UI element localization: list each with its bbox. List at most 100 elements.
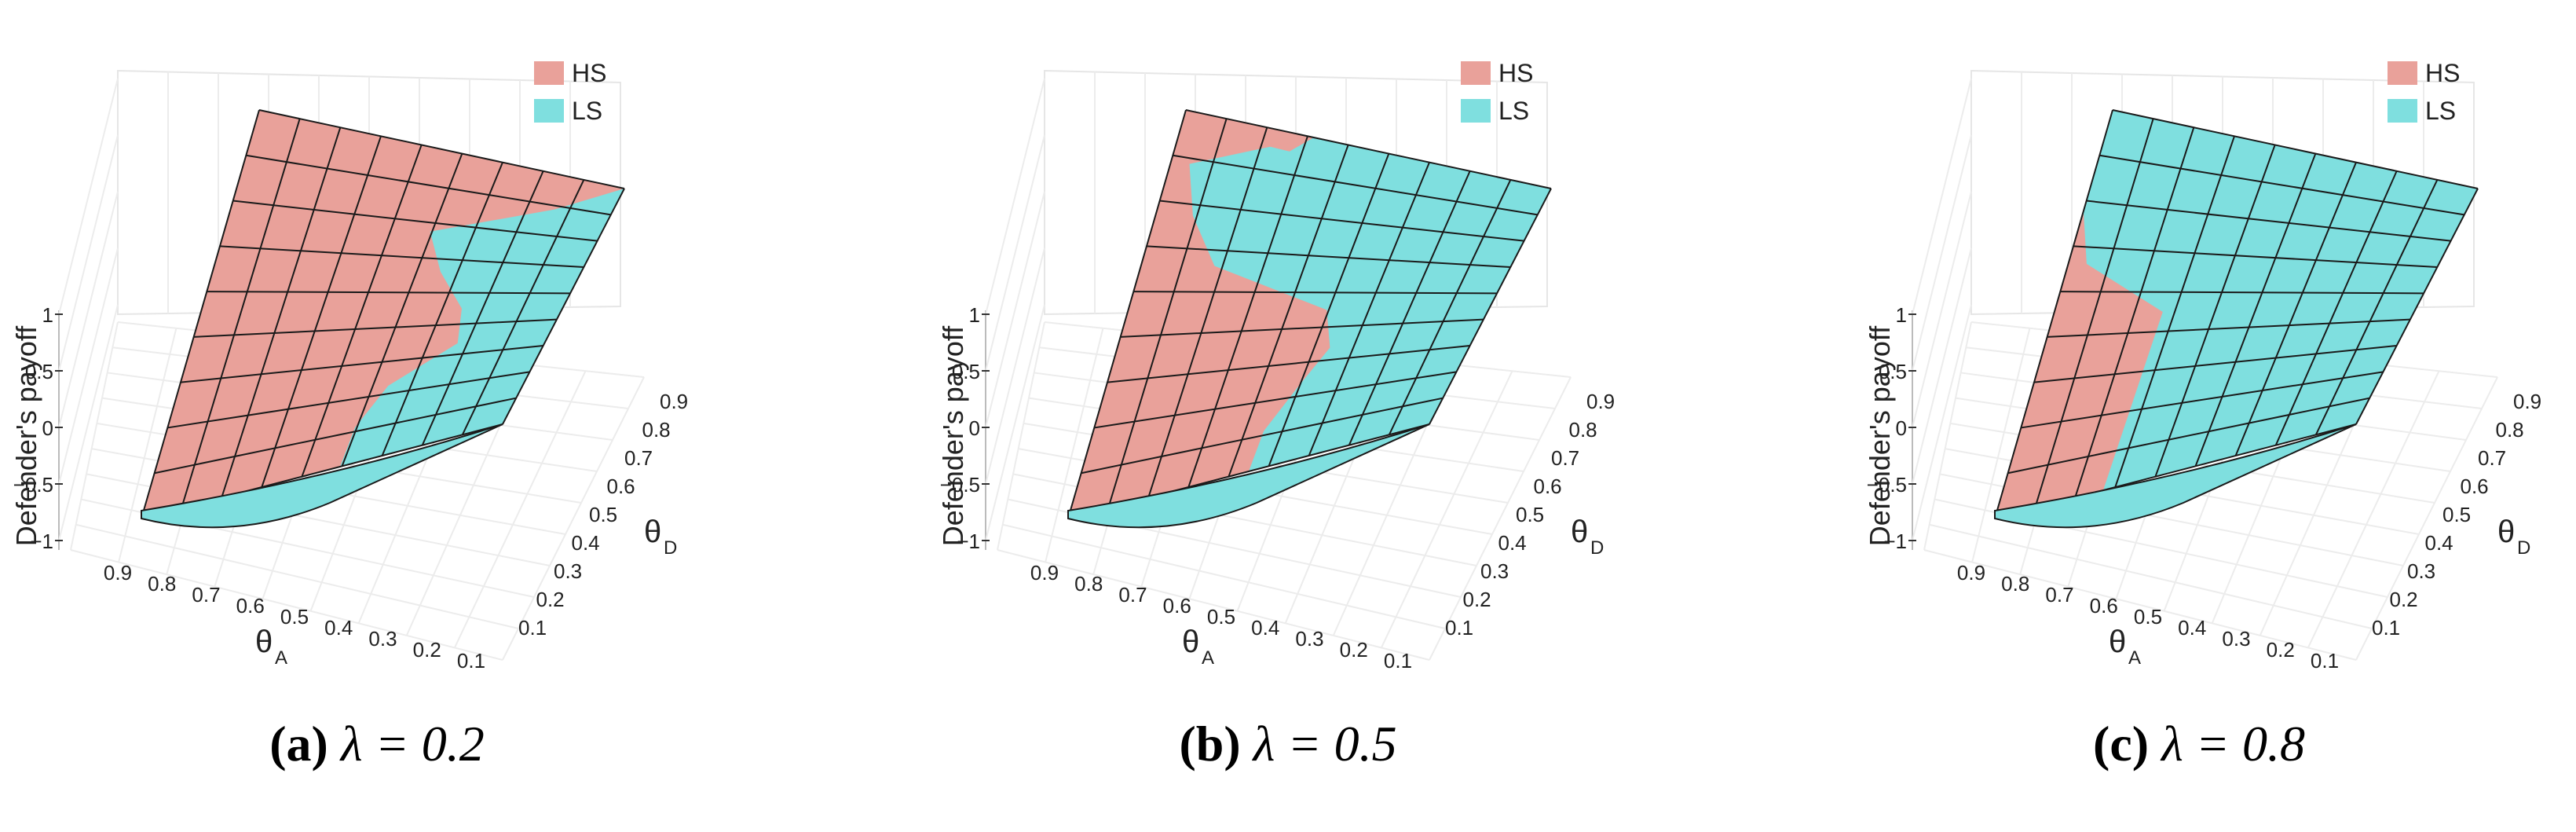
theta-a-tick-label: 0.8	[1074, 572, 1103, 596]
z-tick-label: 1	[1896, 303, 1907, 327]
theta-a-tick-label: 0.3	[1295, 627, 1323, 651]
theta-d-tick-label: 0.4	[1498, 531, 1527, 555]
theta-a-tick-label: 0.8	[2001, 572, 2029, 596]
theta-d-tick-label: 0.1	[1445, 616, 1473, 640]
hs-region	[1995, 110, 2163, 519]
mesh-line	[1994, 109, 2113, 519]
mesh-line	[341, 153, 463, 467]
theta-d-tick-label: 0.6	[2461, 475, 2489, 498]
mesh-line	[2274, 170, 2398, 446]
legend-label-hs: HS	[2425, 59, 2460, 87]
theta-d-tick-label: 0.1	[518, 616, 547, 640]
theta-d-tick-label: 0.5	[589, 503, 617, 526]
z-tick-label: 1	[969, 303, 980, 327]
hs-region	[141, 110, 624, 519]
theta-d-tick-label: 0.6	[607, 475, 635, 498]
mesh-line	[2086, 200, 2451, 242]
theta-a-tick-label: 0.4	[2178, 616, 2206, 640]
theta-a-tick-label: 0.9	[1957, 561, 1985, 585]
mesh-line	[1185, 109, 1552, 189]
mesh-line	[1067, 109, 1187, 519]
mesh-line	[141, 109, 260, 519]
z-axis-label: Defender's payoff	[937, 325, 969, 546]
mesh-line	[461, 179, 585, 435]
theta-d-tick-label: 0.7	[2478, 446, 2506, 470]
mesh-line	[2234, 162, 2357, 456]
mesh-line	[246, 154, 611, 216]
caption-b-expr: λ = 0.5	[1253, 716, 1397, 772]
z-tick-label: 0	[42, 416, 53, 440]
z-tick-label: −0.5	[13, 473, 53, 497]
theta-a-tick-label: 0.6	[236, 594, 265, 618]
theta-a-tick-label: 0.1	[1384, 649, 1412, 673]
front-skirt	[1994, 423, 2357, 529]
theta-d-tick-label: 0.5	[2442, 503, 2471, 526]
mesh-line	[2099, 154, 2464, 216]
legend-label-ls: LS	[2425, 97, 2456, 125]
mesh-line	[232, 200, 598, 242]
front-skirt	[141, 423, 503, 529]
surface	[1067, 109, 1552, 529]
theta-d-tick-label: 0.8	[1569, 418, 1597, 442]
mesh-line	[1268, 153, 1390, 467]
theta-d-subscript: D	[664, 537, 677, 559]
theta-a-tick-label: 0.3	[368, 627, 397, 651]
mesh-line	[193, 318, 557, 338]
mesh-line	[2021, 371, 2384, 429]
mesh-line	[2355, 188, 2479, 425]
z-tick-label: 0.5	[1879, 360, 1907, 383]
mesh-line	[2034, 118, 2154, 508]
mesh-line	[1147, 126, 1268, 498]
mesh-line	[221, 126, 342, 498]
z-tick-label: 0.5	[25, 360, 53, 383]
theta-d-tick-label: 0.6	[1534, 475, 1562, 498]
mesh-line	[219, 245, 584, 268]
surface	[1994, 109, 2479, 529]
legend-swatch-hs	[1461, 61, 1491, 85]
z-tick-label: −0.5	[940, 473, 980, 497]
theta-d-tick-label: 0.5	[1516, 503, 1544, 526]
mesh-line	[2007, 397, 2370, 475]
theta-d-tick-label: 0.3	[2407, 559, 2435, 583]
legend-swatch-hs	[2388, 61, 2417, 85]
caption-a: (a) λ = 0.2	[24, 715, 730, 773]
mesh-line	[1159, 200, 1524, 242]
z-tick-label: 0	[1896, 416, 1907, 440]
z-tick-label: −1	[1883, 530, 1907, 553]
theta-a-tick-label: 0.5	[2134, 605, 2162, 629]
theta-a-subscript: A	[2128, 647, 2141, 669]
theta-d-tick-label: 0.3	[554, 559, 582, 583]
mesh-line	[181, 118, 301, 508]
theta-d-tick-label: 0.8	[2496, 418, 2524, 442]
theta-a-tick-label: 0.7	[1118, 583, 1147, 607]
theta-a-subscript: A	[1202, 647, 1214, 669]
theta-a-tick-label: 0.1	[2311, 649, 2339, 673]
mesh-line	[1146, 245, 1511, 268]
hs-region	[1068, 110, 1330, 519]
mesh-line	[2074, 126, 2195, 498]
caption-a-expr: λ = 0.2	[340, 716, 485, 772]
theta-a-tick-label: 0.5	[1207, 605, 1235, 629]
theta-d-tick-label: 0.4	[572, 531, 600, 555]
theta-a-tick-label: 0.9	[1030, 561, 1059, 585]
surface	[141, 109, 625, 529]
theta-a-label: θ	[1182, 625, 1199, 659]
theta-a-tick-label: 0.8	[148, 572, 176, 596]
mesh-line	[2314, 179, 2439, 435]
caption-c-tag: (c)	[2093, 716, 2150, 772]
theta-a-tick-label: 0.9	[104, 561, 132, 585]
theta-d-tick-label: 0.9	[2513, 390, 2541, 413]
z-axis-label: Defender's payoff	[10, 325, 42, 546]
theta-a-tick-label: 0.4	[1251, 616, 1279, 640]
mesh-line	[1388, 179, 1512, 435]
theta-a-tick-label: 0.4	[324, 616, 353, 640]
theta-a-tick-label: 0.7	[2045, 583, 2073, 607]
theta-d-tick-label: 0.7	[624, 446, 653, 470]
theta-d-label: θ	[2497, 515, 2515, 549]
theta-d-tick-label: 0.3	[1480, 559, 1509, 583]
legend-swatch-hs	[534, 61, 564, 85]
mesh-line	[421, 170, 544, 446]
mesh-line	[207, 291, 571, 295]
